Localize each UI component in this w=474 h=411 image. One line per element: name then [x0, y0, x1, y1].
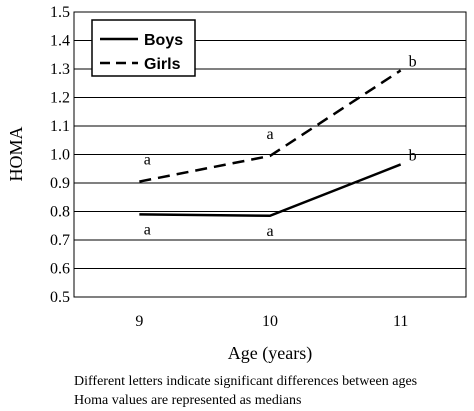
y-tick-label: 1.3: [50, 61, 70, 78]
legend-box: [91, 19, 196, 77]
y-tick-label: 0.5: [50, 289, 70, 306]
series-line-girls: [139, 69, 402, 183]
x-tick-labels: 9 10 11: [135, 313, 408, 330]
significance-label-girls: b: [409, 53, 417, 70]
significance-label-girls: a: [144, 152, 151, 169]
legend-label-girls: Girls: [144, 56, 181, 73]
y-tick-label: 0.8: [50, 204, 70, 221]
y-tick-label: 1.0: [50, 147, 70, 164]
y-tick-label: 1.2: [50, 90, 70, 107]
y-tick-label: 1.4: [50, 33, 70, 50]
legend: Boys Girls: [91, 19, 196, 77]
y-axis-title: HOMA: [6, 126, 26, 181]
significance-label-boys: a: [266, 223, 273, 240]
y-tick-label: 1.1: [50, 118, 70, 135]
footnote-significance: Different letters indicate significant d…: [74, 374, 418, 389]
y-tick-labels: 0.5 0.6 0.7 0.8 0.9 1.0 1.1 1.2 1.3 1.4 1.5: [50, 4, 70, 306]
significance-letters: a a b a a b: [144, 53, 417, 239]
y-tick-label: 0.6: [50, 261, 70, 278]
plot-area-border: [73, 11, 467, 298]
y-tick-label: 0.7: [50, 232, 70, 249]
legend-label-boys: Boys: [144, 32, 183, 49]
significance-label-girls: a: [266, 126, 273, 143]
series-lines: [139, 69, 402, 218]
x-tick-label: 9: [135, 313, 143, 330]
x-tick-label: 11: [393, 313, 408, 330]
footnote-medians: Homa values are represented as medians: [74, 393, 302, 408]
y-tick-label: 0.9: [50, 175, 70, 192]
series-line-boys: [139, 163, 402, 218]
y-tick-label: 1.5: [50, 4, 70, 21]
significance-label-boys: b: [409, 147, 417, 164]
x-tick-label: 10: [262, 313, 278, 330]
significance-label-boys: a: [144, 221, 151, 238]
x-axis-title: Age (years): [228, 343, 312, 364]
